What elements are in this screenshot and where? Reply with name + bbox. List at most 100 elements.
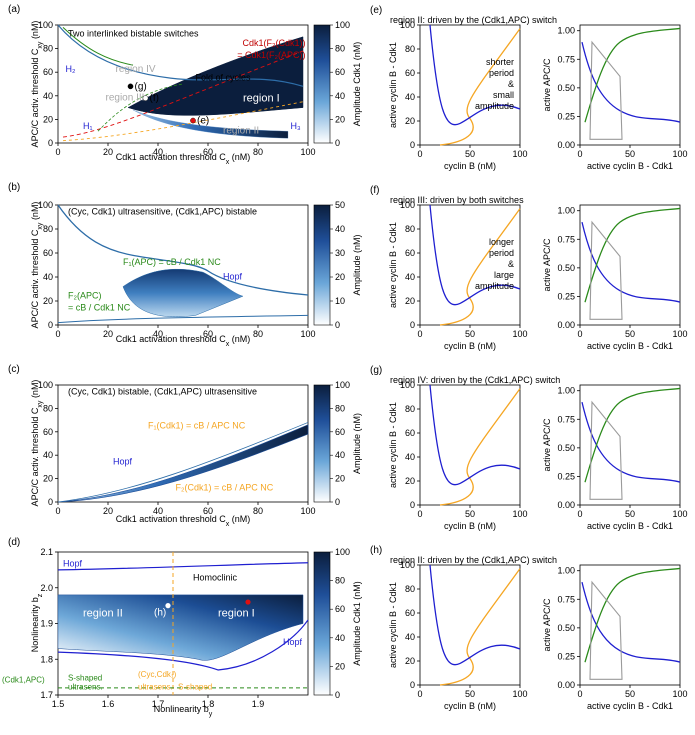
panel-c-ytick-label: 0: [48, 497, 53, 507]
panel-g-left-ytick-label: 20: [405, 476, 415, 486]
panel-b-hopf: Hopf: [223, 271, 243, 281]
panel-e-right-blue-curve: [581, 41, 681, 123]
panel-d-hopf-right: [57, 619, 309, 671]
panel-f-left-ytick-label: 100: [400, 200, 415, 210]
panel-b-ytick-label: 60: [43, 248, 53, 258]
panel-g-right-ylabel: active APC/C: [542, 418, 552, 472]
panel-a-xlabel: Cdk1 activation threshold Cx (nM): [116, 152, 251, 166]
green-curve: [62, 26, 134, 66]
panel-b-xlabel-sub: x: [226, 341, 230, 348]
panel-d-xtick-label: 1.9: [252, 699, 265, 709]
panel-c-frame: [57, 384, 309, 503]
panel-g-right-ytick-label: 0.50: [557, 443, 575, 453]
panel-b-cbtick-label: 30: [335, 248, 345, 258]
panel-b-ylabel: APC/C activ. threshold Cxy (nM): [30, 202, 44, 329]
panel-a-xtick-label: 80: [253, 147, 263, 157]
panel-g-left-xtick-label: 0: [417, 509, 422, 519]
panel-f-left-xtick-label: 100: [512, 329, 527, 339]
panel-b-cbtick-label: 0: [335, 320, 340, 330]
panel-b-ytick-label: 100: [38, 200, 53, 210]
panel-b-ann2a: F₂(APC): [68, 291, 102, 301]
panel-c-xlabel-sub: x: [226, 521, 230, 528]
panel-g-left-xtick-label: 50: [465, 509, 475, 519]
panel-c-xtick-label: 0: [55, 506, 60, 516]
panel-a-ytick-label: 0: [48, 138, 53, 148]
panel-a-point-label: (e): [197, 116, 209, 127]
panel-h-left-ytick-label: 20: [405, 656, 415, 666]
panel-a-point-label: (f): [150, 93, 159, 104]
panel-b-xlabel-main: Cdk1 activation threshold C: [116, 334, 227, 344]
panel-e-right-xtick-label: 100: [672, 149, 687, 159]
panel-d-ytick-label: 2.1: [40, 547, 53, 557]
panel-e-right-gray-cycle: [589, 40, 623, 140]
panel-d-hopf-top-label: Hopf: [63, 558, 83, 568]
panel-e-right-ytick-label: 0.50: [557, 83, 575, 93]
panel-f-right-ytick-label: 0.25: [557, 291, 575, 301]
panel-f-left-xtick-label: 0: [417, 329, 422, 339]
panel-f-left-orange-curve: [439, 208, 521, 326]
panel-a-cbtick-label: 60: [335, 67, 345, 77]
panel-c-band: [57, 424, 309, 503]
panel-e-right-ytick-label: 0.00: [557, 140, 575, 150]
panel-a-point: [127, 83, 134, 90]
panel-a-ytick-label: 80: [43, 44, 53, 54]
panel-h-left-xtick-label: 50: [465, 689, 475, 699]
panel-b-title: (Cyc, Cdk1) ultrasensitive, (Cdk1,APC) b…: [68, 207, 257, 217]
panel-a-xlabel-unit: (nM): [229, 152, 250, 162]
panel-c-ylabel-unit: (nM): [30, 380, 40, 401]
panel-b-letter: (b): [8, 182, 20, 193]
panel-d-point-h-label: (h): [154, 608, 166, 619]
panel-h-left-ytick-label: 40: [405, 632, 415, 642]
panel-d-homoclinic: Homoclinic: [193, 573, 238, 583]
panel-f-left-ytick-label: 60: [405, 248, 415, 258]
panel-e-right-xtick-label: 0: [577, 149, 582, 159]
panel-a-ylabel-main: APC/C activ. threshold C: [30, 48, 40, 147]
panel-e-right-ylabel: active APC/C: [542, 58, 552, 112]
panel-e-left-xtick-label: 50: [465, 149, 475, 159]
panel-g-right-ytick-label: 0.25: [557, 471, 575, 481]
panel-a-ytick-label: 20: [43, 114, 53, 124]
panel-f-note-line: amplitude: [475, 281, 514, 291]
panel-e-note-line: amplitude: [475, 101, 514, 111]
panel-c-ytick-label: 40: [43, 450, 53, 460]
panel-h-right-ytick-label: 0.00: [557, 680, 575, 690]
panel-b-ylabel-sub: xy: [37, 222, 44, 230]
panel-b-xtick-label: 80: [253, 329, 263, 339]
panel-h-right-frame: [579, 564, 681, 686]
panel-a-letter: (a): [8, 4, 20, 15]
panel-e-note-line: shorter: [486, 57, 514, 67]
panel-g-right-ytick-label: 0.75: [557, 414, 575, 424]
panel-d-ytick-label: 2.0: [40, 583, 53, 593]
panel-c-hopf: Hopf: [113, 457, 133, 467]
panel-d-region: [57, 594, 304, 661]
panel-c-xlabel-unit: (nM): [229, 514, 250, 524]
region-ii-band: [132, 109, 289, 139]
panel-c-cbtick-label: 0: [335, 497, 340, 507]
panel-g-right-frame: [579, 384, 681, 506]
panel-g-left-orange-curve: [439, 388, 521, 506]
panel-b-xtick-label: 20: [103, 329, 113, 339]
panel-a-ann-fold: Fold of cycles: [196, 72, 252, 82]
panel-a-cbtick-label: 40: [335, 91, 345, 101]
panel-h-left-xtick-label: 100: [512, 689, 527, 699]
panel-a-xlabel-sub: x: [226, 159, 230, 166]
panel-b-lower-boundary: [57, 314, 309, 324]
panel-h-right-ytick-label: 0.75: [557, 594, 575, 604]
panel-b-upper-boundary: [57, 204, 309, 296]
panel-b-xtick-label: 60: [203, 329, 213, 339]
panel-c-cbtick-label: 100: [335, 380, 350, 390]
panel-h-left-ylabel: active cyclin B - Cdk1: [388, 582, 398, 668]
panel-e-right-ytick-label: 0.25: [557, 111, 575, 121]
panel-e-left-ytick-label: 80: [405, 44, 415, 54]
panel-a-colorbar: [313, 24, 331, 144]
panel-f-note-line: &: [508, 259, 514, 269]
panel-a-ytick-label: 40: [43, 91, 53, 101]
panel-g-left-ytick-label: 0: [410, 500, 415, 510]
panel-g-right-ytick-label: 0.00: [557, 500, 575, 510]
panel-e-left-ylabel: active cyclin B - Cdk1: [388, 42, 398, 128]
panel-h-right-ytick-label: 0.50: [557, 623, 575, 633]
panel-g-right-blue-curve: [581, 401, 681, 483]
panel-g-left-xlabel: cyclin B (nM): [444, 521, 496, 531]
panel-e-right-green-curve: [584, 27, 681, 123]
panel-a-h2: H₂: [66, 64, 76, 74]
